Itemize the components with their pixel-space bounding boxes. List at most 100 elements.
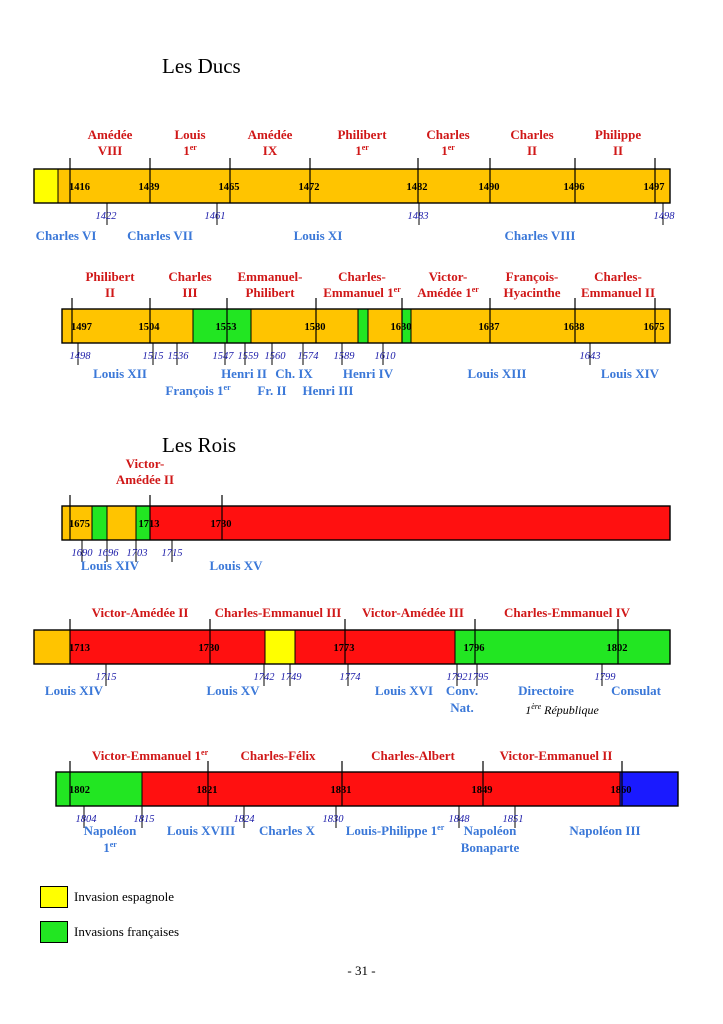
french-year-label: 1610 (375, 351, 397, 362)
french-year-label: 1461 (205, 211, 226, 222)
ruler-name: Charles (168, 269, 211, 284)
section-title-rois: Les Rois (162, 433, 237, 457)
band-outline (55, 771, 679, 807)
reign-year-label: 1802 (69, 785, 90, 796)
reign-year-label: 1821 (197, 785, 218, 796)
section-title-ducs: Les Ducs (162, 54, 241, 78)
ruler-name: Charles- (594, 269, 642, 284)
legend-item-spanish: Invasion espagnole (40, 886, 174, 908)
ruler-name: Charles-Albert (371, 748, 455, 763)
french-king-name: Charles VII (127, 228, 193, 243)
french-year-label: 1703 (127, 548, 148, 559)
ruler-name: Victor-Amédée III (362, 605, 464, 620)
band-segment (192, 308, 252, 344)
ruler-name-line2: III (182, 285, 197, 300)
reign-year-label: 1465 (219, 182, 240, 193)
legend-label-french: Invasions françaises (74, 924, 180, 939)
ruler-name-line2: Emmanuel 1er (323, 285, 401, 300)
french-king-name: Napoléon (84, 823, 138, 838)
french-king-name: Directoire (518, 683, 574, 698)
ruler-name: Victor-Emmanuel II (500, 748, 613, 763)
reign-year-label: 1730 (211, 519, 232, 530)
ruler-name: Philibert (85, 269, 135, 284)
french-year-label: 1498 (654, 211, 676, 222)
french-year-label: 1715 (162, 548, 183, 559)
timeline-band-ducs-1: 1416 1439 1465 1472 1482 1490 1496 1497AmédéeVI… (33, 127, 676, 243)
band-segment (410, 308, 671, 344)
reign-year-label: 1416 (69, 182, 90, 193)
french-king-name: Fr. II (257, 383, 286, 398)
ruler-name: Victor- (429, 269, 468, 284)
legend-swatch-french (40, 921, 68, 943)
ruler-name-line2: Emmanuel II (581, 285, 655, 300)
band-segment (61, 505, 93, 541)
french-king-name-line2: Bonaparte (461, 840, 520, 855)
ruler-name: François- (506, 269, 559, 284)
reign-year-label: 1860 (611, 785, 632, 796)
republic-note: 1ère République (525, 702, 599, 717)
band-segment (91, 505, 108, 541)
french-king-name: Louis-Philippe 1er (346, 823, 445, 838)
reign-year-label: 1439 (139, 182, 160, 193)
reign-year-label: 1773 (334, 643, 355, 654)
ruler-name-line2: 1er (441, 143, 455, 158)
french-king-name: Louis XVI (375, 683, 433, 698)
reign-year-label: 1482 (407, 182, 428, 193)
reign-year-label: 1553 (216, 322, 237, 333)
reign-year-label: 1713 (139, 519, 160, 530)
french-year-label: 1696 (98, 548, 120, 559)
french-year-label: 1795 (468, 672, 489, 683)
legend-item-french: Invasions françaises (40, 921, 179, 943)
ruler-name-line2: Philibert (245, 285, 295, 300)
reign-year-label: 1496 (564, 182, 585, 193)
band-outline (61, 505, 671, 541)
french-king-name-line2: Nat. (450, 700, 473, 715)
ruler-name: Victor-Emmanuel 1er (92, 748, 209, 763)
french-king-name: Louis XVIII (167, 823, 235, 838)
french-year-label: 1749 (281, 672, 303, 683)
french-year-label: 1483 (408, 211, 429, 222)
reign-year-label: 1802 (607, 643, 628, 654)
french-year-label: 1547 (213, 351, 235, 362)
french-year-label: 1715 (96, 672, 117, 683)
ruler-name: Amédée (88, 127, 133, 142)
reign-year-label: 1637 (479, 322, 500, 333)
french-year-label: 1515 (143, 351, 164, 362)
french-king-name: François 1er (165, 383, 231, 398)
band-segment (106, 505, 137, 541)
band-outline (61, 308, 671, 344)
ruler-name-line2: Hyacinthe (503, 285, 560, 300)
legend-swatch-spanish (40, 886, 68, 908)
band-segment (33, 168, 59, 204)
ruler-name: Victor-Amédée II (92, 605, 189, 620)
reign-year-label: 1796 (464, 643, 485, 654)
ruler-name-line2: Amédée II (116, 472, 174, 487)
french-king-name: Henri III (303, 383, 354, 398)
band-segment (454, 629, 671, 665)
reign-year-label: 1713 (69, 643, 90, 654)
french-king-name-line2: 1er (103, 840, 117, 855)
french-year-label: 1574 (298, 351, 320, 362)
french-year-label: 1851 (503, 814, 524, 825)
ruler-name: Philippe (595, 127, 641, 142)
french-king-name: Louis XIII (468, 366, 527, 381)
timeline-band-rois-2: 1713 1730 1773 1796 1802 Victor-Amédée II Char… (33, 605, 671, 717)
french-year-label: 1559 (238, 351, 260, 362)
french-year-label: 1804 (76, 814, 98, 825)
legend-label-spanish: Invasion espagnole (74, 889, 175, 904)
french-year-label: 1792 (447, 672, 469, 683)
ruler-name-line2: II (105, 285, 115, 300)
french-king-name: Henri IV (343, 366, 394, 381)
reign-year-label: 1630 (391, 322, 412, 333)
band-outline (33, 168, 671, 204)
ruler-name-line2: II (527, 143, 537, 158)
french-year-label: 1848 (449, 814, 471, 825)
french-king-name: Charles VI (36, 228, 97, 243)
reign-year-label: 1730 (199, 643, 220, 654)
reign-year-label: 1504 (139, 322, 161, 333)
reign-year-label: 1849 (472, 785, 493, 796)
french-year-label: 1824 (234, 814, 256, 825)
page-number: - 31 - (347, 963, 376, 978)
french-year-label: 1774 (340, 672, 362, 683)
